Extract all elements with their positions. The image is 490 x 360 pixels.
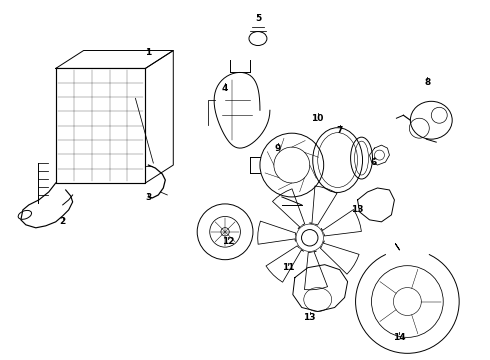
Text: 7: 7 <box>337 126 343 135</box>
Text: 12: 12 <box>222 237 234 246</box>
Text: 6: 6 <box>370 158 377 167</box>
Text: 10: 10 <box>312 114 324 123</box>
Text: 9: 9 <box>275 144 281 153</box>
Text: 1: 1 <box>145 48 151 57</box>
Text: 13: 13 <box>303 313 316 322</box>
Text: 4: 4 <box>222 84 228 93</box>
Text: 2: 2 <box>60 217 66 226</box>
Text: 14: 14 <box>393 333 406 342</box>
Text: 5: 5 <box>255 14 261 23</box>
Text: 3: 3 <box>145 193 151 202</box>
Text: 8: 8 <box>424 78 430 87</box>
Text: 13: 13 <box>351 206 364 215</box>
Text: 11: 11 <box>282 263 294 272</box>
